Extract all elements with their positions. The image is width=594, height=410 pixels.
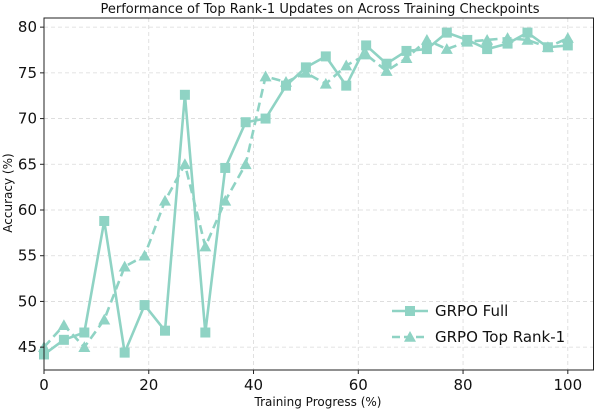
plot-frame — [43, 17, 594, 371]
series — [38, 27, 574, 360]
data-point — [360, 48, 373, 60]
data-point — [118, 260, 131, 272]
data-point — [299, 66, 312, 78]
series-2 — [38, 32, 574, 352]
data-point — [401, 45, 412, 56]
data-point — [361, 40, 372, 51]
data-point — [57, 319, 70, 330]
data-point — [320, 51, 331, 62]
data-point — [319, 77, 332, 89]
data-point — [561, 32, 574, 43]
legend-marker — [404, 331, 416, 342]
x-tick-label: 100 — [553, 376, 582, 394]
data-point — [482, 44, 493, 55]
data-point — [79, 327, 90, 338]
y-tick-label: 50 — [18, 292, 37, 310]
y-tick-label: 80 — [18, 18, 37, 36]
y-tick-label: 75 — [18, 64, 37, 82]
data-point — [400, 52, 413, 64]
data-point — [522, 27, 533, 38]
data-point — [260, 113, 271, 124]
data-point — [99, 215, 110, 226]
legend-label: GRPO Full — [435, 302, 508, 320]
data-point — [239, 158, 252, 170]
x-tick-label: 40 — [244, 376, 263, 394]
data-point — [380, 65, 393, 76]
legend: GRPO Full GRPO Top Rank-1 — [392, 302, 565, 346]
series-line — [43, 36, 569, 349]
y-axis-label: Accuracy (%) — [1, 153, 15, 232]
y-tick-label: 60 — [18, 201, 37, 219]
chart-title: Performance of Top Rank-1 Updates on Acr… — [101, 2, 540, 17]
y-tick-label: 55 — [18, 247, 37, 265]
data-point — [199, 240, 212, 252]
data-point — [119, 347, 130, 358]
legend-marker — [405, 306, 415, 316]
data-point — [381, 58, 392, 69]
data-point — [138, 249, 151, 261]
y-tick-label: 45 — [18, 338, 37, 356]
data-point — [139, 300, 150, 311]
data-point — [340, 59, 353, 71]
data-point — [421, 44, 432, 55]
legend-entry: GRPO Top Rank-1 — [392, 328, 565, 346]
legend-entry: GRPO Full — [392, 302, 508, 320]
grid — [43, 18, 594, 370]
data-point — [98, 313, 111, 325]
data-point — [160, 325, 170, 336]
data-point — [501, 32, 514, 43]
data-point — [341, 80, 352, 91]
data-point — [200, 327, 211, 338]
data-point — [280, 76, 292, 87]
data-point — [179, 89, 190, 100]
data-point — [178, 158, 191, 170]
data-point — [440, 43, 453, 54]
data-point — [78, 341, 91, 352]
data-point — [461, 35, 474, 47]
y-tick-label: 70 — [18, 110, 37, 128]
legend-label: GRPO Top Rank-1 — [435, 328, 565, 346]
data-point — [219, 194, 232, 206]
data-point — [502, 38, 513, 49]
data-point — [541, 41, 554, 53]
x-tick-label: 20 — [139, 376, 158, 394]
y-tick-label: 65 — [18, 155, 37, 173]
data-point — [441, 27, 452, 38]
data-point — [562, 40, 573, 51]
data-point — [240, 117, 251, 128]
x-tick-label: 80 — [454, 376, 473, 394]
x-tick-label: 0 — [39, 376, 49, 394]
data-point — [259, 70, 272, 82]
data-point — [481, 33, 494, 45]
data-point — [159, 194, 171, 206]
data-point — [521, 33, 534, 45]
x-tick-label: 60 — [349, 376, 368, 394]
data-point — [220, 162, 231, 173]
data-point — [58, 334, 69, 345]
data-point — [420, 33, 433, 45]
x-axis-label: Training Progress (%) — [254, 395, 382, 409]
